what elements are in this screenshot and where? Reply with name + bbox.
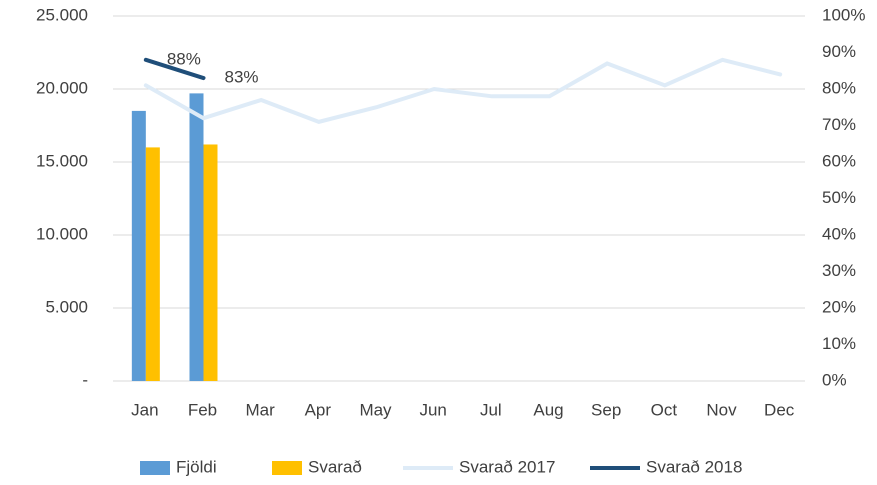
x-tick-label: Jan	[131, 400, 158, 419]
y2-tick-label: 0%	[822, 370, 847, 389]
bar	[203, 144, 218, 381]
bar	[131, 110, 146, 382]
y-tick-label: 25.000	[36, 5, 88, 24]
y2-tick-label: 70%	[822, 115, 856, 134]
x-tick-label: Feb	[188, 400, 217, 419]
y2-tick-label: 30%	[822, 261, 856, 280]
y2-tick-label: 50%	[822, 188, 856, 207]
y-tick-label: -	[82, 370, 88, 389]
x-tick-label: Dec	[764, 400, 795, 419]
y2-tick-label: 10%	[822, 334, 856, 353]
data-label: 88%	[167, 49, 201, 68]
y-tick-label: 15.000	[36, 151, 88, 170]
y-tick-label: 10.000	[36, 224, 88, 243]
x-tick-label: Aug	[533, 400, 563, 419]
data-label: 83%	[224, 68, 258, 87]
y2-tick-label: 100%	[822, 5, 865, 24]
y2-tick-label: 40%	[822, 224, 856, 243]
y-tick-label: 5.000	[45, 297, 88, 316]
x-tick-label: Oct	[651, 400, 678, 419]
x-tick-label: Sep	[591, 400, 621, 419]
y2-tick-label: 80%	[822, 78, 856, 97]
legend-label: Svarað	[308, 457, 362, 476]
legend-label: Svarað 2017	[459, 457, 555, 476]
y2-tick-label: 20%	[822, 297, 856, 316]
x-tick-label: Apr	[305, 400, 332, 419]
legend-swatch	[140, 461, 170, 475]
line	[143, 57, 206, 81]
x-tick-label: Nov	[706, 400, 737, 419]
x-tick-label: Mar	[246, 400, 276, 419]
y-tick-label: 20.000	[36, 78, 88, 97]
x-tick-label: Jul	[480, 400, 502, 419]
line	[143, 57, 783, 124]
bar	[145, 147, 160, 381]
bar	[189, 93, 204, 381]
x-tick-label: May	[359, 400, 392, 419]
legend-swatch	[272, 461, 302, 475]
x-tick-label: Jun	[419, 400, 446, 419]
legend-label: Svarað 2018	[646, 457, 742, 476]
legend-label: Fjöldi	[176, 457, 217, 476]
y2-tick-label: 60%	[822, 151, 856, 170]
y2-tick-label: 90%	[822, 42, 856, 61]
